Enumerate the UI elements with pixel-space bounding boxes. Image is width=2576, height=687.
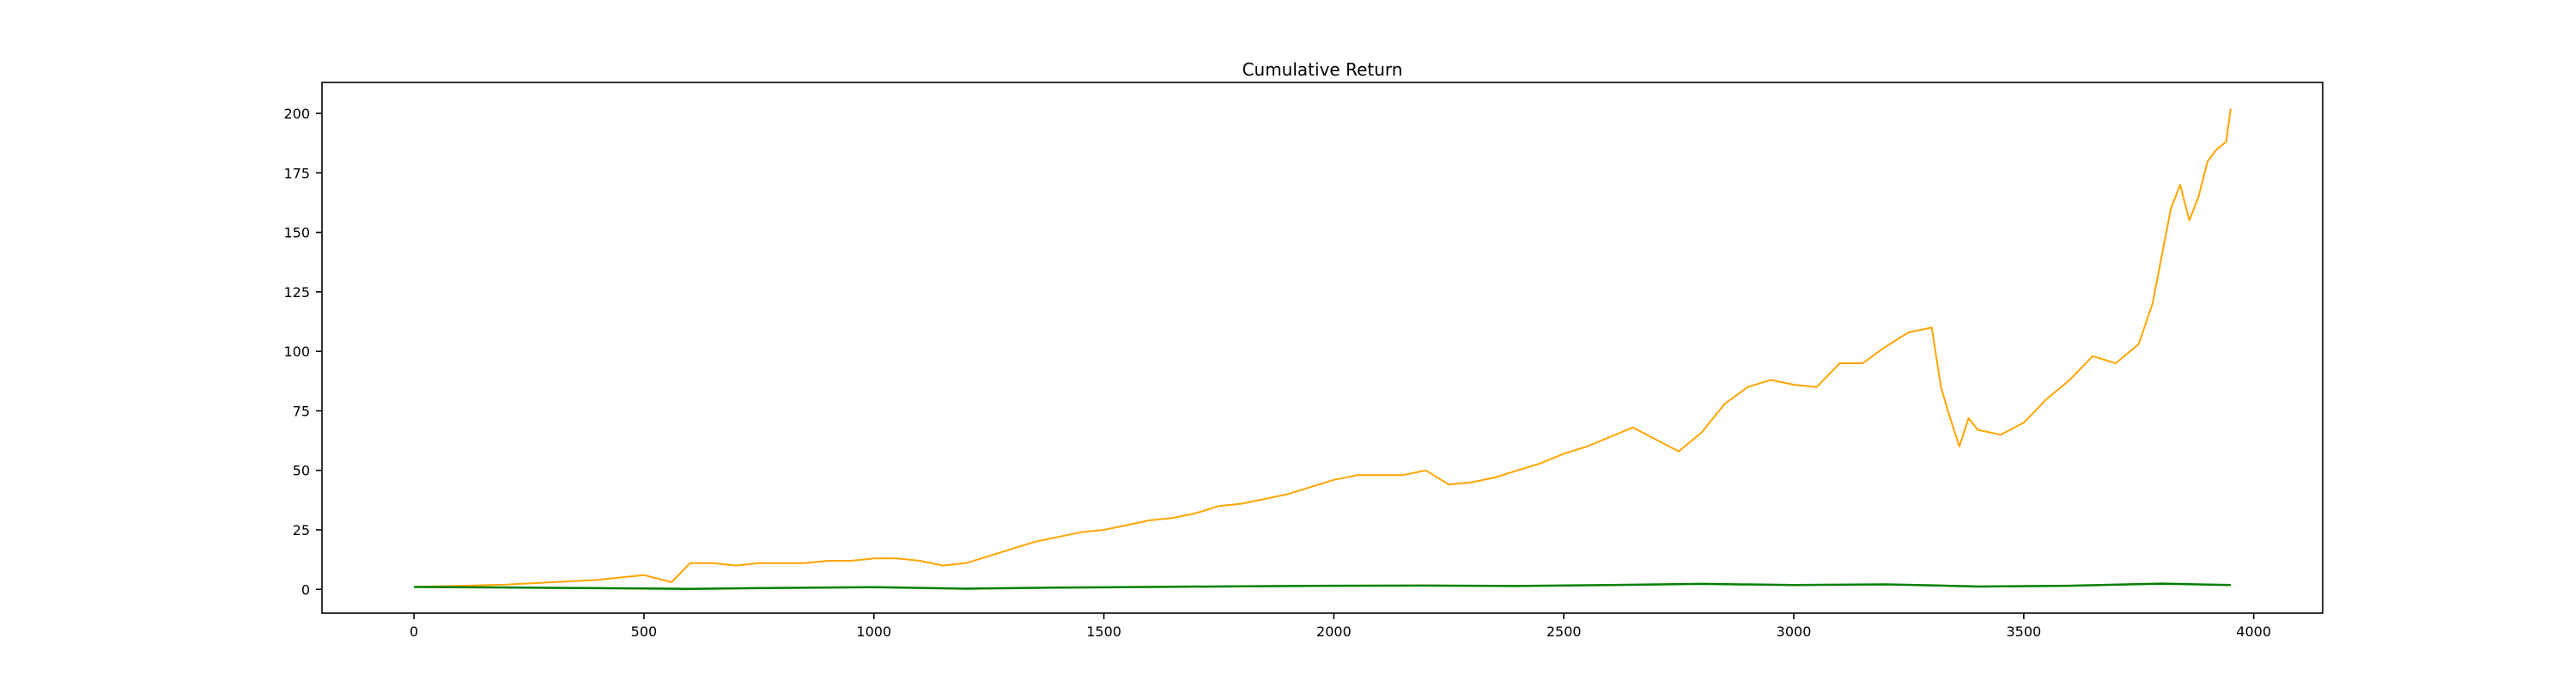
x-tick-label: 2500	[1546, 623, 1582, 640]
x-tick-label: 3500	[2006, 623, 2041, 640]
y-tick-label: 50	[293, 463, 310, 479]
series-line-0	[414, 108, 2232, 588]
series-layer	[414, 108, 2232, 590]
x-tick-label: 500	[631, 623, 658, 640]
x-axis: 0 500 1000 1500 2000 2500 3000 3500 4000	[410, 613, 2271, 640]
series-line-1	[414, 582, 2231, 590]
x-tick-label: 2000	[1316, 623, 1352, 640]
y-tick-label: 175	[283, 165, 310, 181]
y-tick-label: 75	[293, 403, 310, 419]
x-tick-label: 0	[410, 623, 418, 640]
chart-title: Cumulative Return	[1242, 59, 1403, 80]
y-tick-label: 150	[283, 225, 310, 241]
y-tick-label: 125	[283, 284, 310, 301]
x-tick-label: 4000	[2236, 623, 2271, 640]
y-tick-label: 0	[301, 581, 310, 598]
x-tick-label: 3000	[1777, 623, 1812, 640]
y-axis: 0 25 50 75 100 125 150 175 200	[283, 106, 322, 598]
x-tick-label: 1000	[856, 623, 891, 640]
y-tick-label: 25	[293, 522, 310, 538]
y-tick-label: 200	[283, 106, 310, 122]
plot-frame	[321, 82, 2324, 614]
x-tick-label: 1500	[1086, 623, 1121, 640]
y-tick-label: 100	[283, 344, 310, 360]
